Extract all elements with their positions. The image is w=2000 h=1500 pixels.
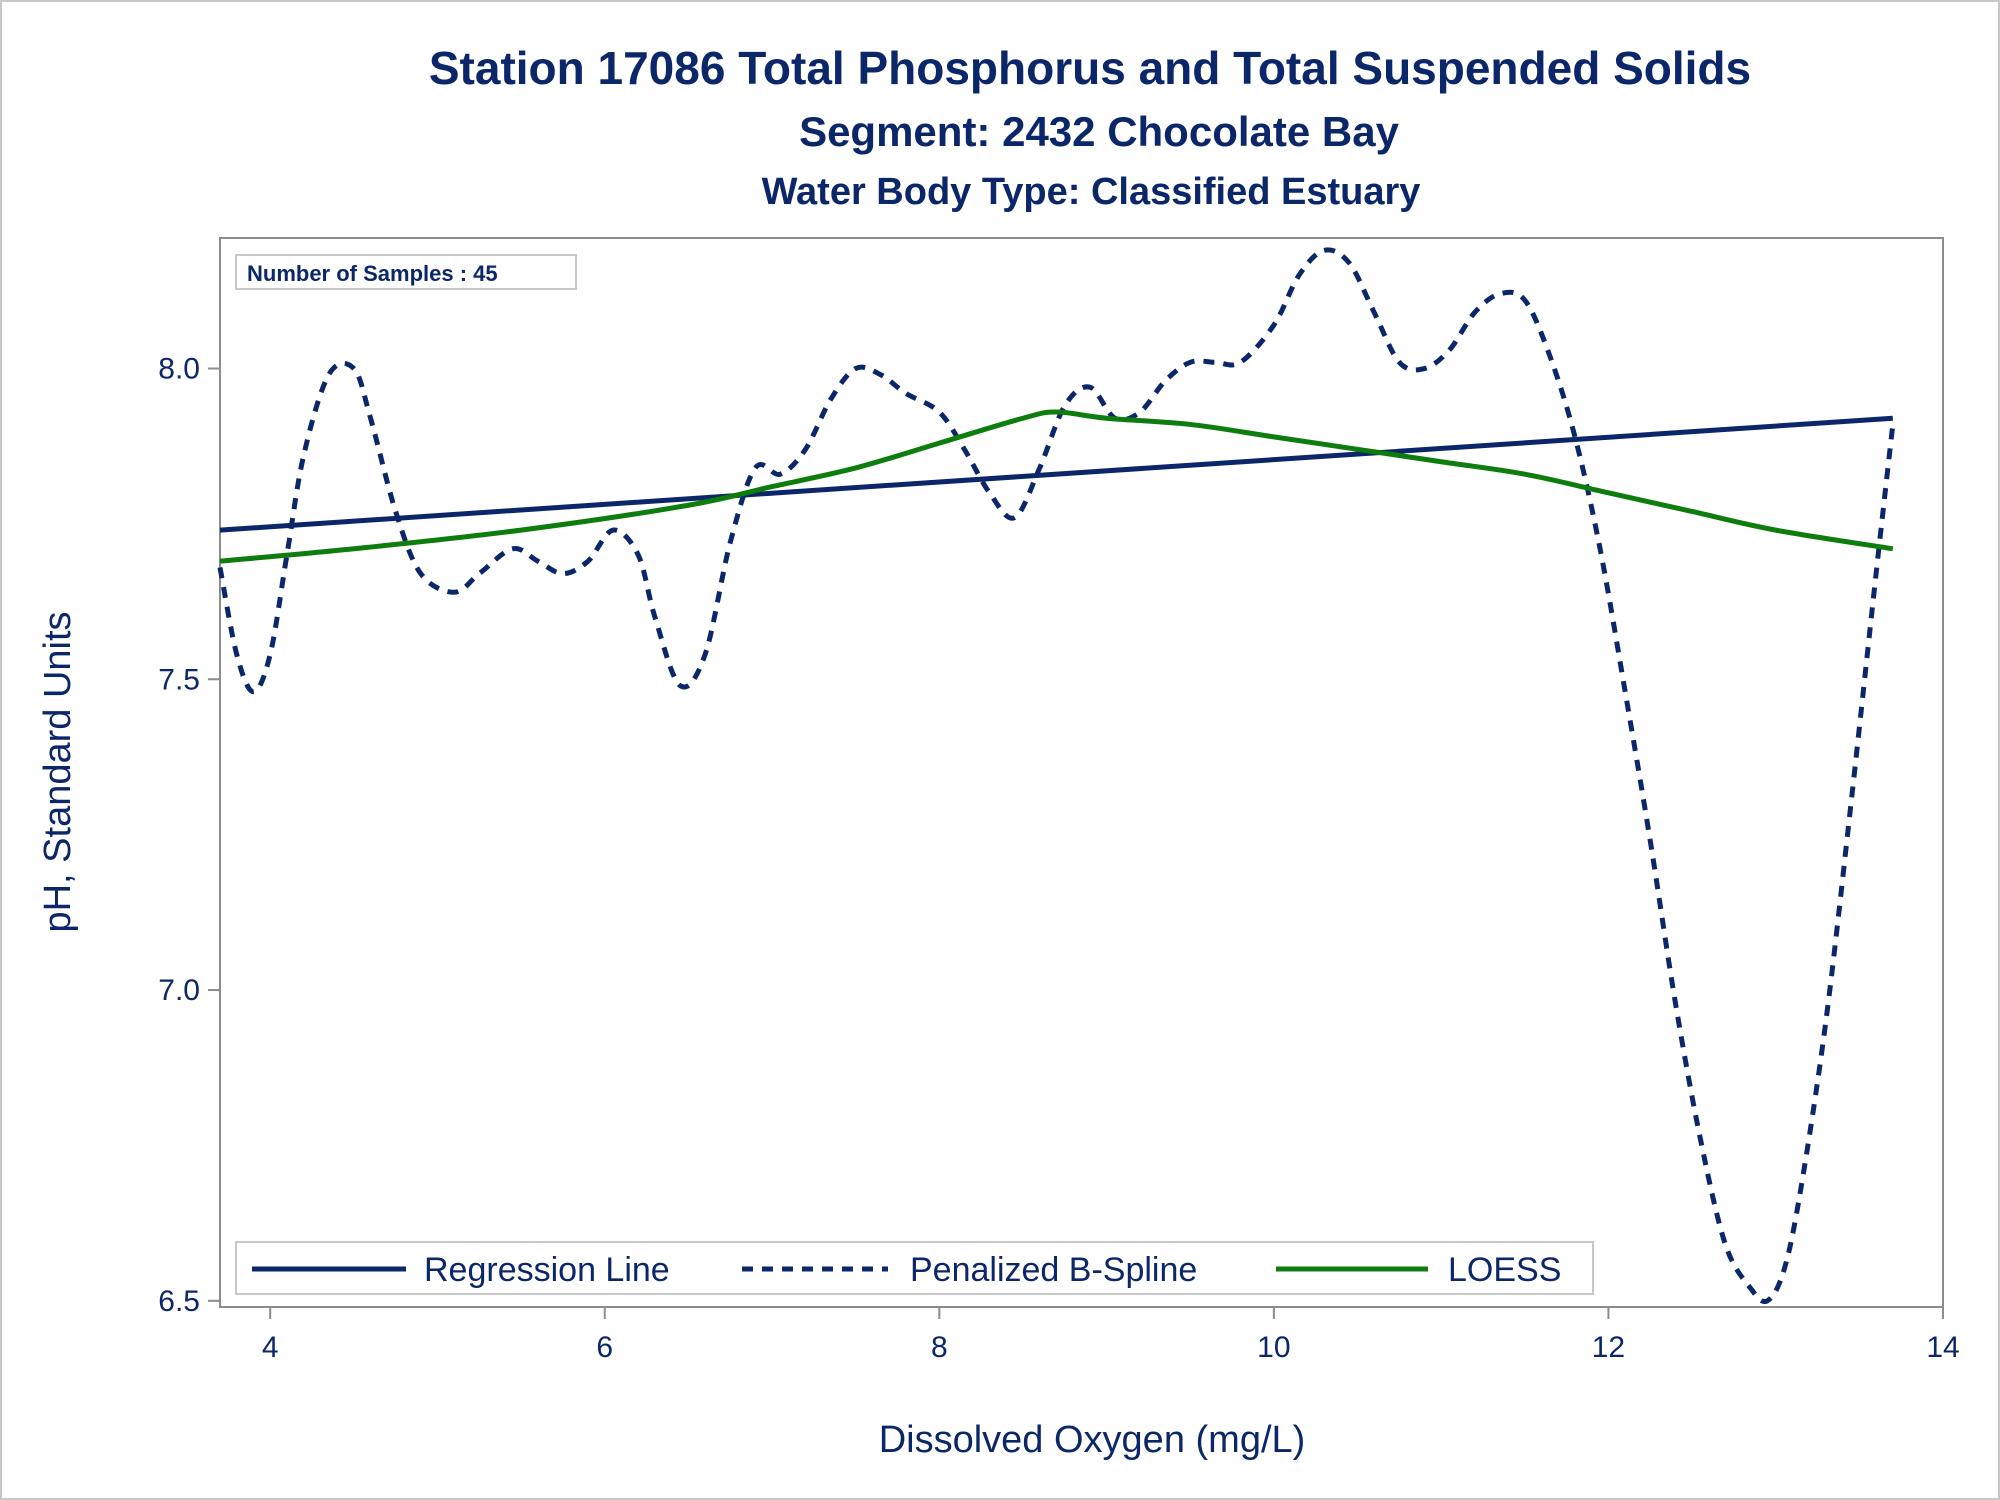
y-tick-label: 6.5 bbox=[158, 1285, 200, 1318]
x-axis: 4 6 8 10 12 14 bbox=[262, 1307, 1960, 1364]
y-axis: 6.5 7.0 7.5 8.0 bbox=[158, 353, 220, 1318]
legend: Regression Line Penalized B-Spline LOESS bbox=[235, 1241, 1594, 1295]
x-tick-label: 4 bbox=[262, 1331, 279, 1364]
x-axis-label: Dissolved Oxygen (mg/L) bbox=[879, 1419, 1306, 1461]
sample-count-box: Number of Samples : 45 bbox=[235, 254, 577, 290]
y-tick-label: 8.0 bbox=[158, 353, 200, 386]
chart-subtitle: Segment: 2432 Chocolate Bay bbox=[799, 108, 1400, 155]
sample-count-text: Number of Samples : 45 bbox=[247, 261, 498, 286]
legend-label-regression: Regression Line bbox=[424, 1251, 670, 1289]
y-tick-label: 7.5 bbox=[158, 663, 200, 696]
x-tick-label: 14 bbox=[1926, 1331, 1959, 1364]
plot-area bbox=[219, 237, 1944, 1308]
sample-count-border bbox=[235, 254, 577, 290]
legend-border bbox=[235, 1241, 1594, 1295]
series-penalized-bspline bbox=[217, 247, 1896, 1305]
x-tick-label: 10 bbox=[1257, 1331, 1290, 1364]
x-tick-label: 12 bbox=[1592, 1331, 1625, 1364]
series-layer bbox=[217, 247, 1896, 1305]
chart-subtitle-2: Water Body Type: Classified Estuary bbox=[762, 171, 1421, 213]
series-regression-line bbox=[219, 415, 1893, 533]
series-loess bbox=[219, 409, 1894, 564]
chart-title: Station 17086 Total Phosphorus and Total… bbox=[429, 42, 1751, 94]
x-tick-label: 8 bbox=[931, 1331, 948, 1364]
x-tick-label: 6 bbox=[596, 1331, 613, 1364]
legend-label-bspline: Penalized B-Spline bbox=[910, 1251, 1197, 1289]
legend-label-loess: LOESS bbox=[1448, 1251, 1561, 1289]
y-axis-label: pH, Standard Units bbox=[37, 611, 79, 932]
y-tick-label: 7.0 bbox=[158, 974, 200, 1007]
